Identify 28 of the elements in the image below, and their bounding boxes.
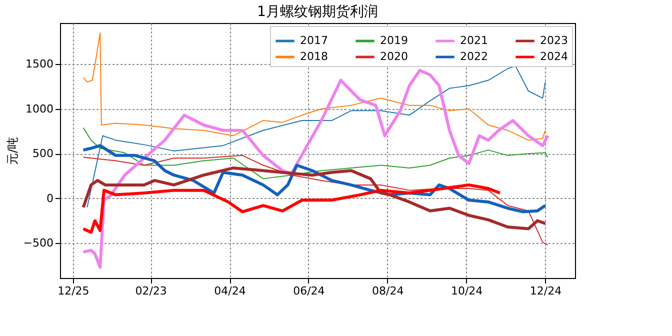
x-tick-label: 06/24	[293, 284, 325, 298]
legend-label: 2024	[540, 50, 568, 63]
x-tick-label: 10/24	[450, 284, 483, 298]
line-series	[82, 127, 548, 180]
legend-label: 2020	[380, 50, 408, 63]
legend-label: 2017	[300, 34, 328, 47]
chart-title: 1月螺纹钢期货利润	[257, 4, 378, 20]
legend-label: 2019	[380, 34, 408, 47]
y-tick-label: 1500	[26, 58, 54, 71]
line-series	[82, 183, 502, 234]
legend-label: 2022	[460, 50, 488, 63]
line-series	[86, 65, 546, 208]
y-tick-label: 1000	[26, 102, 54, 116]
x-tick-label: 02/23	[135, 284, 167, 298]
x-tick-label: 12/24	[530, 284, 562, 298]
line-series	[82, 154, 548, 246]
x-tick-label: 08/24	[372, 284, 404, 298]
y-tick-label: −500	[23, 236, 54, 250]
y-tick-label: 0	[46, 192, 54, 205]
line-series	[82, 166, 547, 230]
x-tick-label: 12/25	[58, 284, 90, 298]
x-tick-label: 04/24	[214, 284, 246, 298]
legend-label: 2021	[460, 34, 488, 47]
y-tick-label: 500	[32, 147, 54, 160]
legend-label: 2018	[300, 50, 328, 63]
y-axis-title: 元/吨	[5, 136, 20, 166]
line-series	[82, 68, 550, 269]
legend-label: 2023	[540, 34, 568, 47]
